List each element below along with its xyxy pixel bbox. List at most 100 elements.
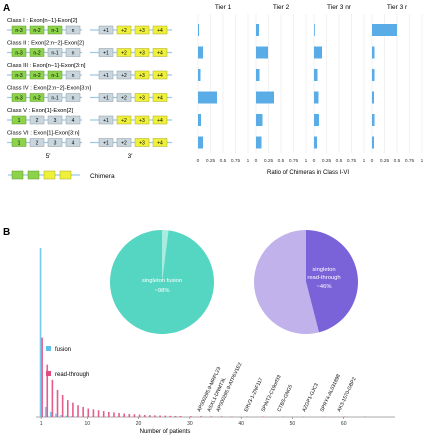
tier-tick-label: 0.75: [347, 158, 357, 164]
exon-box: [11, 25, 27, 35]
tier-tick-label: 0.25: [206, 158, 216, 164]
exon-label: +2: [121, 118, 127, 124]
exon-label: n-3: [15, 96, 22, 102]
tier-title: Tier 3 r: [387, 4, 408, 11]
pie-fusion-label: singleton fusion: [142, 278, 182, 284]
exon-label: +2: [121, 28, 127, 34]
hist-bar-readthrough: [72, 402, 74, 417]
hist-bar-readthrough: [123, 413, 125, 417]
hist-bar-readthrough: [92, 409, 95, 417]
hist-bar-readthrough: [143, 414, 146, 417]
panel-b-letter: B: [3, 227, 10, 238]
hist-tick-label: 1: [40, 421, 43, 427]
legend-readthrough-label: read-through: [55, 372, 89, 378]
exon-box: [152, 93, 168, 102]
tier-bar: [372, 91, 374, 104]
tier-bar: [314, 136, 317, 149]
tier-bar: [372, 46, 375, 59]
tier-bar: [256, 46, 268, 59]
exon-box: [152, 70, 168, 80]
pie-readthrough-label-line2: read-through: [307, 275, 340, 281]
hist-bar-readthrough: [102, 411, 105, 417]
exon-label: 3: [54, 118, 57, 124]
tier-bar: [372, 24, 397, 36]
exon-label: 1: [18, 141, 21, 147]
exon-label: +2: [121, 73, 127, 79]
tier-tick-label: 1: [421, 158, 424, 164]
hist-bar-readthrough: [261, 416, 264, 417]
hist-bar-readthrough: [179, 415, 182, 417]
hist-bar-fusion: [75, 416, 78, 417]
exon-label: +3: [139, 51, 145, 57]
tier-bar: [256, 114, 263, 126]
class-label: Class VI : Exon[1]-Exon[3:n]: [7, 131, 80, 137]
exon-label: +4: [157, 51, 163, 57]
exon-box: [152, 115, 168, 125]
hist-bar-readthrough: [200, 416, 202, 417]
tier-tick-label: 0: [313, 158, 316, 164]
exon-label: +4: [157, 96, 163, 102]
hist-bar-readthrough: [87, 408, 90, 417]
hist-bar-readthrough: [174, 415, 177, 417]
five-prime-label: 5′: [46, 153, 52, 160]
exon-label: n-1: [51, 73, 58, 79]
exon-label: +2: [121, 141, 127, 147]
pie-slice: [306, 229, 359, 333]
tier-bar: [256, 91, 274, 104]
tier-tick-label: 1: [247, 158, 250, 164]
tier-title: Tier 3 nr: [327, 4, 352, 11]
chimera-green-exon: [11, 170, 24, 180]
tier-bar: [198, 46, 203, 59]
tier-bar: [372, 69, 375, 81]
exon-box: [29, 70, 45, 80]
exon-label: n-1: [51, 96, 58, 102]
exon-box: [98, 48, 114, 57]
exon-label: n-3: [15, 73, 22, 79]
chimera-legend: [8, 170, 80, 180]
exon-box: [65, 115, 81, 125]
hist-tick-label: 60: [341, 421, 347, 427]
tier-tick-label: 0.5: [394, 158, 401, 164]
tier-bar: [198, 136, 203, 149]
exon-label: 2: [36, 118, 39, 124]
tier-bar: [198, 91, 217, 104]
exon-box: [11, 93, 27, 102]
chimera-yellow-exon: [43, 170, 56, 180]
tier-tick-label: 0.75: [289, 158, 299, 164]
hist-bar-readthrough: [133, 414, 136, 417]
tier-bar: [314, 91, 319, 104]
exon-box: [116, 48, 132, 57]
hist-bar-readthrough: [61, 395, 64, 417]
hist-bar-fusion: [49, 411, 52, 417]
exon-label: n-2: [33, 28, 40, 34]
tier-tick-label: 0.25: [380, 158, 390, 164]
tier-title: Tier 1: [215, 4, 232, 11]
hist-bar-readthrough: [77, 405, 79, 417]
exon-label: +3: [139, 141, 145, 147]
exon-box: [47, 138, 63, 147]
hist-bar-readthrough: [82, 406, 84, 417]
exon-label: +4: [157, 28, 163, 34]
hist-bar-readthrough: [51, 379, 54, 417]
hist-bar-readthrough: [66, 400, 69, 417]
exon-box: [98, 70, 114, 80]
class-label: Class I : Exon[n−1]-Exon[2]: [7, 18, 78, 24]
hist-bar-fusion: [55, 413, 57, 417]
class-label: Class II : Exon[2:n−2]-Exon[2]: [7, 41, 84, 47]
exon-label: n-3: [15, 28, 22, 34]
legend-fusion-swatch: [46, 346, 51, 351]
hist-bar-readthrough: [169, 415, 172, 417]
exon-box: [29, 25, 45, 35]
exon-box: [29, 138, 45, 147]
exon-box: [98, 93, 114, 102]
tier-bar: [314, 46, 322, 59]
exon-box: [29, 93, 45, 102]
exon-label: 3: [54, 141, 57, 147]
hist-tick-label: 40: [238, 421, 244, 427]
exon-box: [134, 70, 150, 80]
hist-bar-readthrough: [210, 416, 213, 417]
exon-box: [98, 25, 114, 35]
exon-label: +3: [139, 28, 145, 34]
tier-bar: [256, 24, 259, 36]
